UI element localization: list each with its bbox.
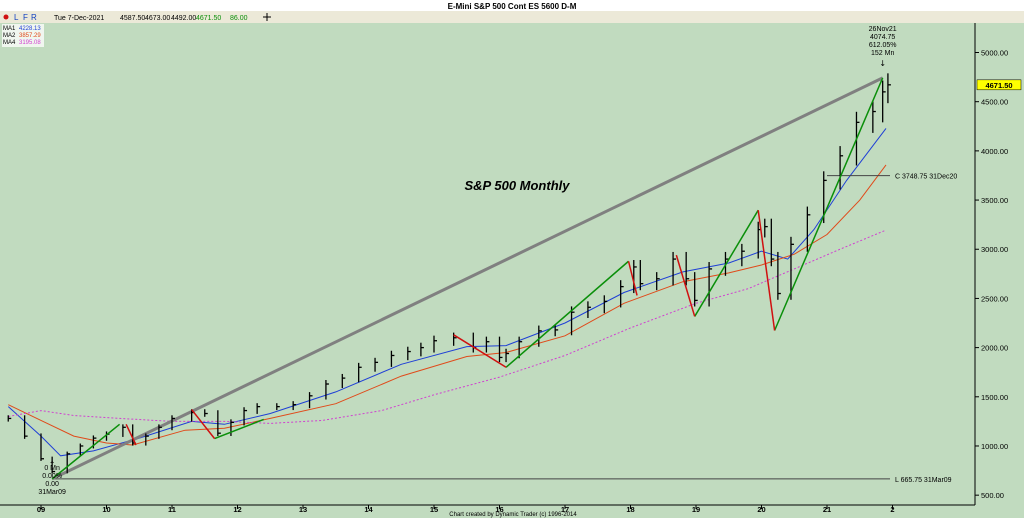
x-tick-label: 10 [102,505,110,514]
toolbar-date: Tue 7-Dec-2021 [54,15,104,22]
window-title: E-Mini S&P 500 Cont ES 5600 D-M [448,2,577,11]
legend-label-ma4: MA4 [3,40,16,46]
chart-title: S&P 500 Monthly [465,178,571,193]
x-tick-label: 15 [430,505,438,514]
x-tick-label: 14 [364,505,373,514]
legend-label-ma2: MA2 [3,33,16,39]
toolbar-button-r[interactable]: R [31,13,37,22]
x-tick-label: 11 [168,505,176,514]
trendline [51,76,884,481]
toolbar-open: 4587.50 [120,15,145,22]
toolbar-high: 4673.00 [145,15,170,22]
x-tick-label: 17 [561,505,569,514]
annotation-text: 4074.75 [870,34,895,41]
y-tick-label: 5000.00 [981,49,1008,58]
y-tick-label: 2500.00 [981,294,1008,303]
y-tick-label: 500.00 [981,491,1004,500]
legend-value-ma2: 3857.29 [19,33,41,39]
swing-up-line [51,423,121,480]
y-tick-label: 3500.00 [981,196,1008,205]
legend-label-ma1: MA1 [3,26,16,32]
annotation-text: 0 Mn [44,465,60,472]
swing-down-line [757,210,776,331]
time-axis-panel [0,505,1024,518]
y-tick-label: 2000.00 [981,344,1008,353]
x-tick-label: 19 [692,505,700,514]
swing-up-line [694,209,759,317]
swing-up-line [505,260,630,368]
y-tick-label: 1500.00 [981,393,1008,402]
up-arrow-icon: ↑ [49,460,56,469]
price-axis-panel [975,23,1024,505]
annotation-text: 0.00 [45,481,59,488]
y-tick-label: 4000.00 [981,147,1008,156]
y-tick-label: 4500.00 [981,98,1008,107]
annotation-text: 31Mar09 [38,489,66,496]
legend-value-ma4: 3195.08 [19,40,41,46]
toolbar-button-l[interactable]: L [14,13,19,22]
ma-line-ma4 [8,229,887,424]
record-icon[interactable] [3,14,9,20]
swing-down-line [191,409,216,440]
legend-box [2,24,44,47]
toolbar-low: 4492.00 [171,15,196,22]
annotation-text: 0.00% [42,473,62,480]
crosshair-icon[interactable] [263,13,271,21]
ma-line-ma2 [8,164,887,446]
swing-down-line [125,424,137,446]
y-tick-label: 3000.00 [981,245,1008,254]
swing-up-line [773,77,884,331]
y-tick-label: 1000.00 [981,442,1008,451]
level-label: C 3748.75 31Dec20 [895,174,957,181]
last-price-box [976,79,1022,91]
x-tick-label: 21 [823,505,831,514]
last-price-label: 4671.50 [985,81,1012,90]
x-tick-label: 18 [626,505,634,514]
ma-line-ma1 [7,128,887,457]
toolbar [0,11,1024,23]
x-tick-label: 2 [890,505,894,514]
x-tick-label: 16 [495,505,503,514]
footer-credit: Chart created by Dynamic Trader (c) 1996… [449,512,577,518]
title-bar [0,0,1024,11]
legend-value-ma1: 4228.13 [19,26,41,32]
toolbar-change: 86.00 [230,15,248,22]
x-tick-label: 09 [37,505,45,514]
toolbar-button-f[interactable]: F [23,13,28,22]
x-tick-label: 13 [299,505,307,514]
level-label: L 665.75 31Mar09 [895,477,952,484]
annotation-text: 26Nov21 [869,26,897,33]
x-tick-label: 20 [757,505,765,514]
swing-down-line [627,261,638,296]
x-tick-label: 12 [233,505,241,514]
annotation-text: 152 Mn [871,50,894,57]
toolbar-close: 4671.50 [196,15,221,22]
annotation-text: 612.05% [869,42,897,49]
swing-down-line [453,334,507,368]
swing-up-line [214,418,264,440]
down-arrow-icon: ↓ [879,59,886,68]
swing-down-line [675,254,696,317]
